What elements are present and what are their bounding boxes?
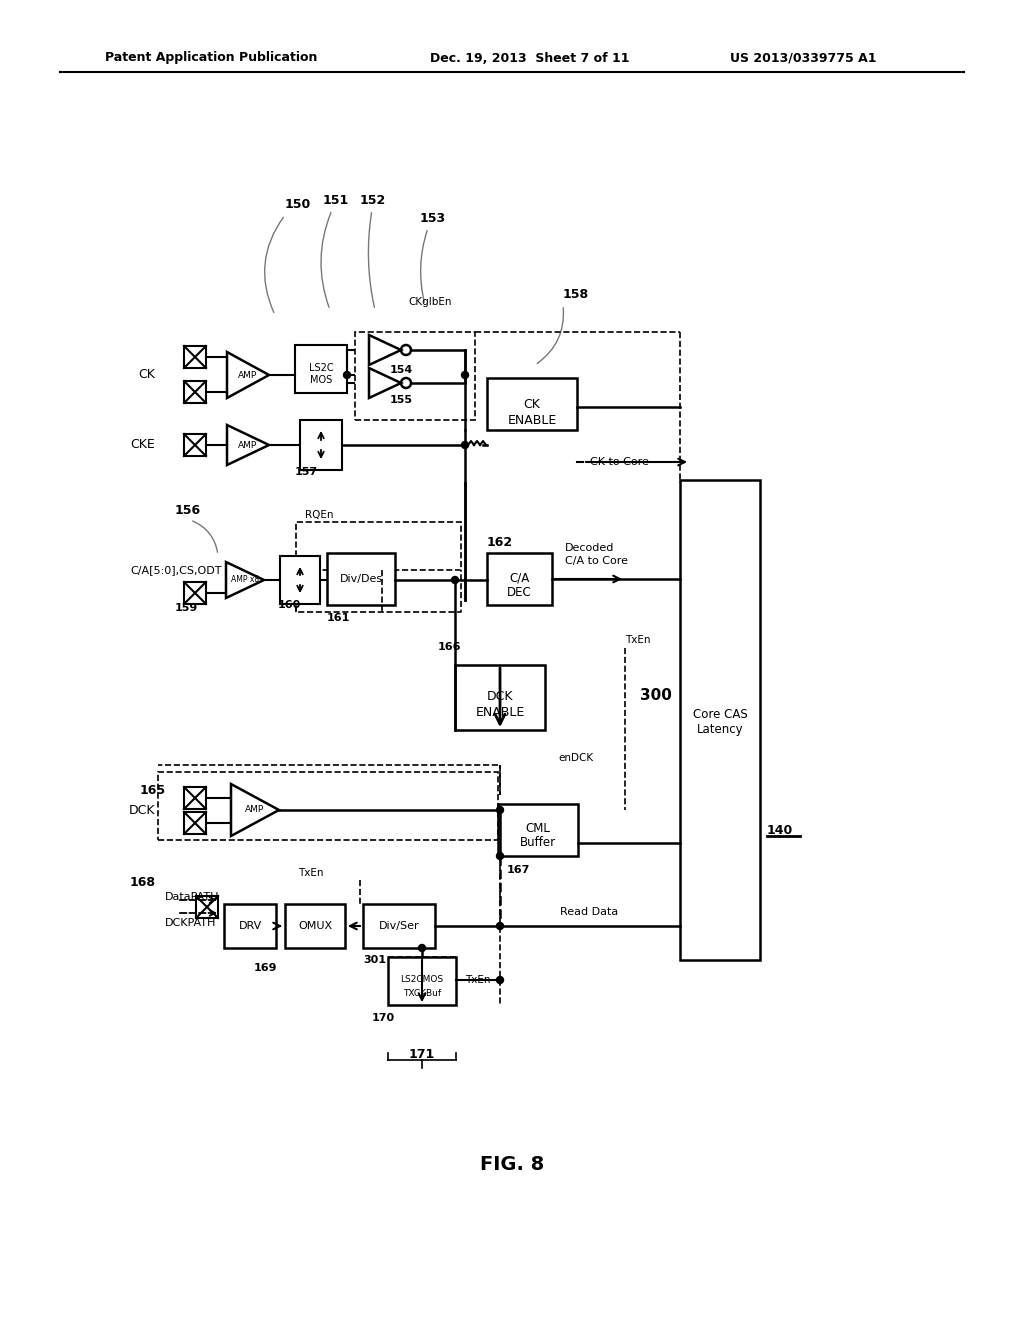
Text: LS2CMOS: LS2CMOS (400, 975, 443, 985)
Bar (280, 556, 319, 605)
Bar (184, 346, 206, 368)
Text: AMP: AMP (246, 805, 264, 814)
Circle shape (497, 923, 504, 929)
Circle shape (452, 577, 459, 583)
Text: AMP x8: AMP x8 (231, 576, 259, 585)
Text: DataPATH: DataPATH (165, 892, 219, 902)
Text: Div/Des: Div/Des (339, 574, 383, 583)
Text: 150: 150 (285, 198, 311, 211)
Text: TxEn: TxEn (465, 975, 490, 985)
Bar (184, 434, 206, 455)
Text: 152: 152 (360, 194, 386, 206)
Text: 151: 151 (323, 194, 349, 206)
Text: CK to Core: CK to Core (590, 457, 649, 467)
Text: 153: 153 (420, 211, 446, 224)
Text: 162: 162 (487, 536, 513, 549)
Bar (487, 553, 552, 605)
Circle shape (462, 441, 469, 449)
Text: DRV: DRV (239, 921, 261, 931)
Text: LS2C: LS2C (308, 363, 334, 374)
Text: CK: CK (523, 399, 541, 412)
Bar (680, 480, 760, 960)
Text: Decoded: Decoded (565, 543, 614, 553)
Bar (327, 553, 395, 605)
Bar (362, 904, 435, 948)
Bar (455, 665, 545, 730)
Text: 161: 161 (327, 612, 350, 623)
Bar (487, 378, 577, 430)
Text: TxEn: TxEn (625, 635, 650, 645)
Text: Patent Application Publication: Patent Application Publication (105, 51, 317, 65)
Text: 158: 158 (563, 289, 589, 301)
Text: Dec. 19, 2013  Sheet 7 of 11: Dec. 19, 2013 Sheet 7 of 11 (430, 51, 630, 65)
Text: Buffer: Buffer (520, 837, 556, 850)
Bar (184, 381, 206, 403)
Text: CKE: CKE (130, 438, 155, 451)
Text: 171: 171 (409, 1048, 435, 1061)
Bar (296, 521, 461, 570)
Bar (184, 787, 206, 809)
Text: CKglbEn: CKglbEn (409, 297, 452, 308)
Text: DCKPATH: DCKPATH (165, 917, 216, 928)
Text: C/A: C/A (509, 572, 529, 585)
Circle shape (462, 371, 469, 379)
Text: enDCK: enDCK (558, 752, 593, 763)
Text: Latency: Latency (696, 723, 743, 737)
Bar (158, 772, 498, 840)
Text: 170: 170 (372, 1012, 395, 1023)
Text: 156: 156 (175, 503, 201, 516)
Bar (224, 904, 276, 948)
Text: 155: 155 (390, 395, 413, 405)
Text: MOS: MOS (310, 375, 332, 385)
Bar (295, 345, 347, 393)
Bar (388, 957, 456, 1005)
Circle shape (497, 807, 504, 813)
Text: CK: CK (138, 368, 155, 381)
Circle shape (497, 853, 504, 859)
Text: ENABLE: ENABLE (475, 705, 524, 718)
Text: 140: 140 (767, 824, 794, 837)
Text: TXCKBuf: TXCKBuf (402, 989, 441, 998)
Text: 300: 300 (640, 688, 672, 702)
Text: AMP: AMP (239, 371, 258, 380)
Text: ENABLE: ENABLE (507, 413, 557, 426)
Text: DEC: DEC (507, 586, 531, 598)
Text: Div/Ser: Div/Ser (379, 921, 419, 931)
Bar (300, 420, 342, 470)
Text: C/A[5:0],CS,ODT: C/A[5:0],CS,ODT (130, 565, 221, 576)
Text: OMUX: OMUX (298, 921, 332, 931)
Text: Read Data: Read Data (560, 907, 618, 917)
Text: 166: 166 (438, 642, 462, 652)
Text: Core CAS: Core CAS (692, 709, 748, 722)
Text: AMP: AMP (239, 441, 258, 450)
Text: RQEn: RQEn (305, 510, 334, 520)
Text: 159: 159 (175, 603, 199, 612)
Text: 160: 160 (278, 601, 301, 610)
Bar (498, 804, 578, 855)
Text: FIG. 8: FIG. 8 (480, 1155, 544, 1175)
Circle shape (497, 977, 504, 983)
Text: 165: 165 (140, 784, 166, 796)
Text: 168: 168 (130, 875, 156, 888)
Text: CML: CML (525, 822, 551, 836)
Text: 301: 301 (362, 954, 386, 965)
Circle shape (419, 945, 426, 952)
Text: C/A to Core: C/A to Core (565, 556, 628, 566)
Bar (285, 904, 345, 948)
Circle shape (343, 371, 350, 379)
Bar (184, 812, 206, 834)
Text: US 2013/0339775 A1: US 2013/0339775 A1 (730, 51, 877, 65)
Text: 169: 169 (254, 964, 278, 973)
Text: 157: 157 (295, 467, 318, 477)
Text: 154: 154 (390, 366, 414, 375)
Bar (355, 333, 475, 420)
Bar (196, 896, 218, 917)
Bar (184, 582, 206, 605)
Text: 167: 167 (507, 865, 530, 875)
Text: DCK: DCK (128, 804, 155, 817)
Text: TxEn: TxEn (298, 869, 324, 878)
Text: DCK: DCK (486, 690, 513, 704)
